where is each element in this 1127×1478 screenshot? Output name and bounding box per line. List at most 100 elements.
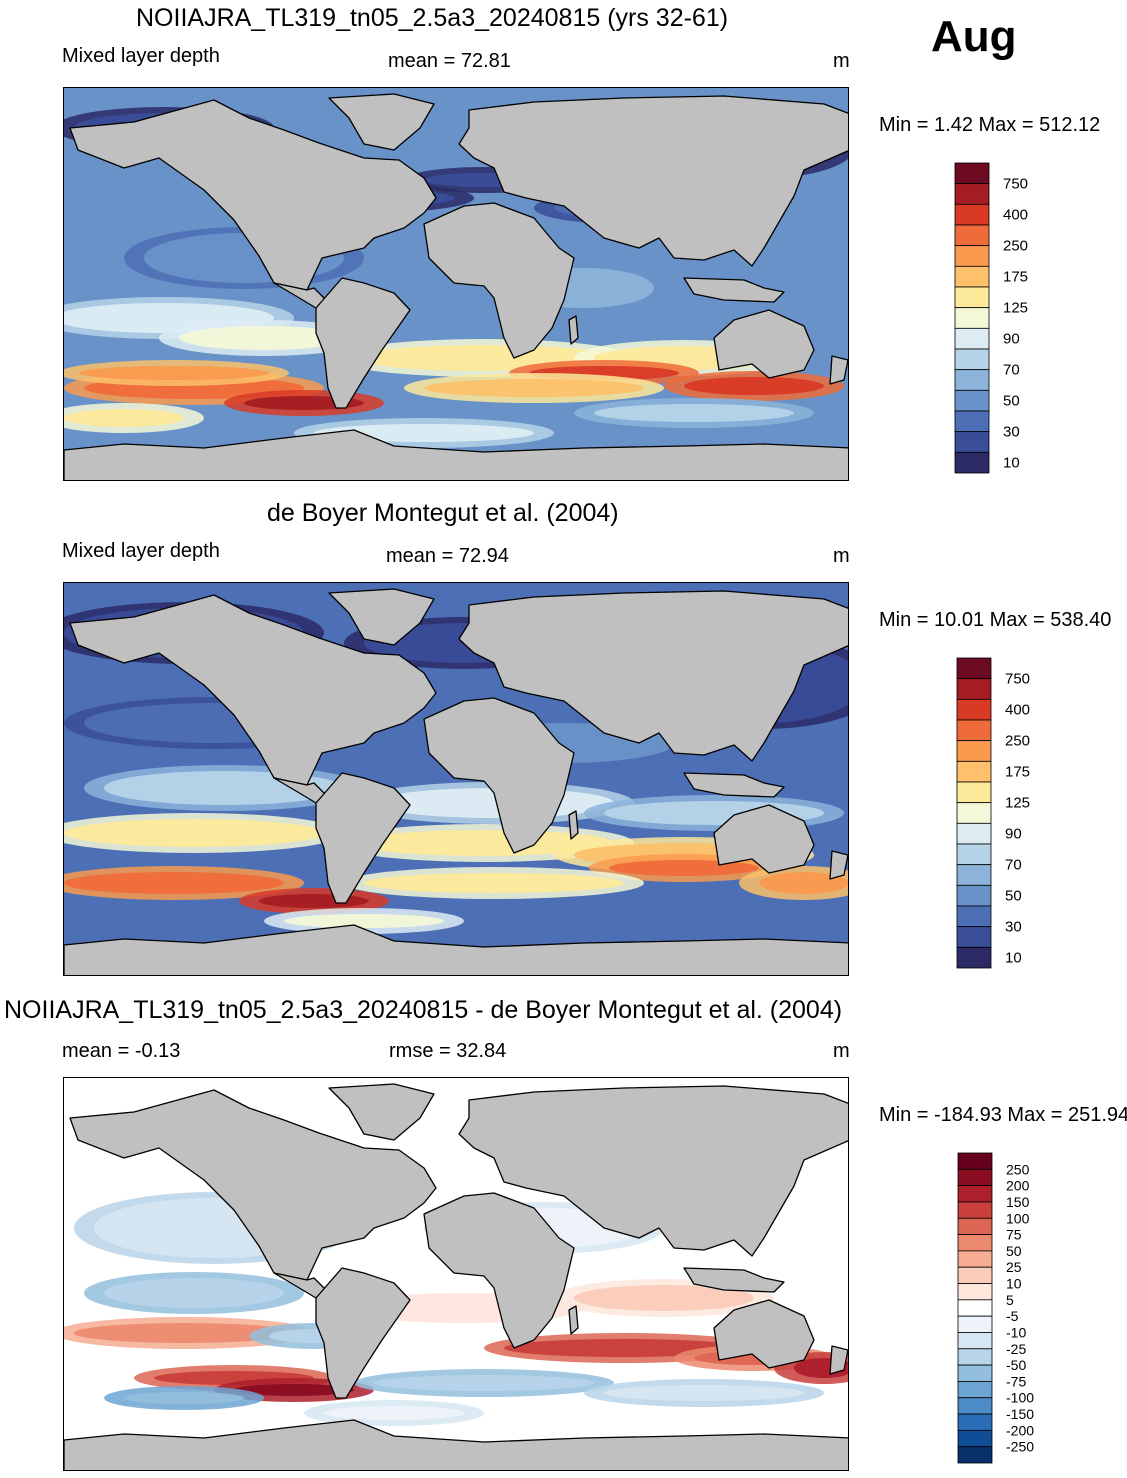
panel2-map bbox=[63, 582, 849, 976]
colorbar-tick-label: 75 bbox=[1006, 1227, 1022, 1243]
south-america-landmass bbox=[315, 772, 411, 904]
colorbar-swatch bbox=[957, 1283, 993, 1301]
panel1-title: NOIIAJRA_TL319_tn05_2.5a3_20240815 (yrs … bbox=[136, 4, 729, 32]
north-america-landmass bbox=[69, 99, 437, 291]
ocean-field-patch bbox=[759, 872, 848, 894]
australia-landmass bbox=[713, 309, 815, 379]
colorbar-tick-label: 200 bbox=[1006, 1178, 1030, 1194]
panel2-units: m bbox=[833, 545, 850, 567]
colorbar-swatch bbox=[954, 431, 990, 453]
panel1-variable-label: Mixed layer depth bbox=[62, 45, 220, 67]
colorbar-tick-label: 5 bbox=[1006, 1292, 1014, 1308]
colorbar-swatch bbox=[957, 1446, 993, 1464]
colorbar-tick-label: -75 bbox=[1006, 1373, 1026, 1389]
colorbar-swatch bbox=[954, 245, 990, 267]
colorbar-swatch bbox=[956, 884, 992, 907]
new-zealand-landmass bbox=[829, 1345, 848, 1375]
eurasia-landmass bbox=[458, 1085, 848, 1257]
colorbar-tick-label: 150 bbox=[1006, 1194, 1030, 1210]
panel2-colorbar: 750 400 250 175 125 90 70 50 30 10 bbox=[956, 657, 1077, 970]
colorbar-tick-label: 100 bbox=[1006, 1210, 1030, 1226]
colorbar-swatch bbox=[956, 864, 992, 886]
colorbar-swatch bbox=[956, 698, 992, 721]
colorbar-swatch bbox=[954, 203, 990, 226]
colorbar-swatch bbox=[954, 410, 990, 433]
north-america-landmass bbox=[69, 594, 437, 786]
panel2-variable-label: Mixed layer depth bbox=[62, 540, 220, 562]
africa-landmass bbox=[423, 202, 575, 359]
madagascar-landmass bbox=[568, 810, 579, 840]
ocean-field-patch bbox=[374, 1375, 594, 1391]
panel3-mean: mean = -0.13 bbox=[62, 1040, 181, 1062]
colorbar-swatch bbox=[956, 781, 992, 804]
australia-landmass bbox=[713, 804, 815, 874]
colorbar-swatch bbox=[954, 286, 990, 309]
colorbar-swatch bbox=[957, 1201, 993, 1219]
colorbar-tick-label: 70 bbox=[1005, 857, 1022, 874]
land-masks bbox=[64, 1083, 848, 1470]
colorbar-tick-label: 125 bbox=[1005, 795, 1030, 812]
colorbar-tick-label: -150 bbox=[1006, 1406, 1034, 1422]
colorbar-swatch bbox=[957, 1299, 993, 1317]
colorbar-swatch bbox=[957, 1217, 993, 1235]
colorbar-tick-label: 50 bbox=[1006, 1243, 1022, 1259]
colorbar-swatch bbox=[956, 760, 992, 783]
colorbar-swatch bbox=[956, 740, 992, 762]
ocean-field-patch bbox=[64, 409, 184, 427]
indonesia-landmass bbox=[683, 1267, 785, 1293]
colorbar-swatch bbox=[956, 719, 992, 742]
africa-landmass bbox=[423, 1192, 575, 1349]
colorbar-tick-label: 30 bbox=[1003, 424, 1020, 441]
colorbar-tick-label: 10 bbox=[1005, 950, 1022, 967]
colorbar-tick-label: 25 bbox=[1006, 1259, 1022, 1275]
colorbar-tick-label: -50 bbox=[1006, 1357, 1026, 1373]
colorbar-swatch bbox=[954, 162, 990, 185]
madagascar-landmass bbox=[568, 1305, 579, 1335]
panel3-map bbox=[63, 1077, 849, 1471]
panel2-mean: mean = 72.94 bbox=[386, 545, 509, 567]
colorbar-swatch bbox=[956, 946, 992, 969]
panel1-units: m bbox=[833, 50, 850, 72]
colorbar-swatch bbox=[957, 1250, 993, 1268]
colorbar-tick-label: 90 bbox=[1003, 331, 1020, 348]
panel3-colorbar: 250 200 150 100 75 50 25 10 5 -5 -10 -25 -50 -75 -100-… bbox=[957, 1152, 1078, 1465]
colorbar-swatch bbox=[957, 1429, 993, 1448]
colorbar-tick-label: 10 bbox=[1003, 455, 1020, 472]
colorbar-tick-label: 400 bbox=[1005, 702, 1030, 719]
ocean-field-patch bbox=[354, 830, 614, 856]
colorbar-swatch bbox=[957, 1332, 993, 1350]
colorbar-tick-label: 70 bbox=[1003, 362, 1020, 379]
colorbar-swatch bbox=[956, 802, 992, 824]
colorbar-tick-label: 50 bbox=[1003, 393, 1020, 410]
colorbar-swatch bbox=[954, 183, 990, 205]
panel3-rmse: rmse = 32.84 bbox=[389, 1040, 507, 1062]
ocean-field-patch bbox=[364, 873, 624, 893]
colorbar-swatch bbox=[954, 389, 990, 412]
colorbar-swatch bbox=[956, 678, 992, 700]
ocean-field-patch bbox=[74, 1323, 294, 1343]
colorbar-tick-label: 750 bbox=[1005, 671, 1030, 688]
colorbar-swatch bbox=[957, 1168, 993, 1187]
panel1-minmax: Min = 1.42 Max = 512.12 bbox=[879, 114, 1101, 136]
colorbar-tick-label: 400 bbox=[1003, 207, 1028, 224]
ocean-field-patch bbox=[594, 404, 794, 422]
colorbar-swatch bbox=[954, 369, 990, 391]
colorbar-tick-label: 90 bbox=[1005, 826, 1022, 843]
colorbar-swatch bbox=[954, 307, 990, 329]
new-zealand-landmass bbox=[829, 850, 848, 880]
ocean-field-patch bbox=[79, 366, 269, 380]
africa-landmass bbox=[423, 697, 575, 854]
colorbar-tick-label: 50 bbox=[1005, 888, 1022, 905]
colorbar-tick-label: 750 bbox=[1003, 176, 1028, 193]
ocean-field-patch bbox=[179, 326, 349, 350]
colorbar-swatch bbox=[956, 843, 992, 866]
colorbar-tick-label: 30 bbox=[1005, 919, 1022, 936]
colorbar-swatch bbox=[956, 905, 992, 928]
colorbar-tick-label: 250 bbox=[1005, 733, 1030, 750]
colorbar-swatch bbox=[957, 1152, 993, 1170]
panel2-minmax: Min = 10.01 Max = 538.40 bbox=[879, 609, 1112, 631]
panel2-title: de Boyer Montegut et al. (2004) bbox=[267, 499, 619, 527]
ocean-field-patch bbox=[424, 379, 644, 397]
colorbar-tick-label: -250 bbox=[1006, 1439, 1034, 1455]
colorbar-tick-label: 175 bbox=[1003, 269, 1028, 286]
